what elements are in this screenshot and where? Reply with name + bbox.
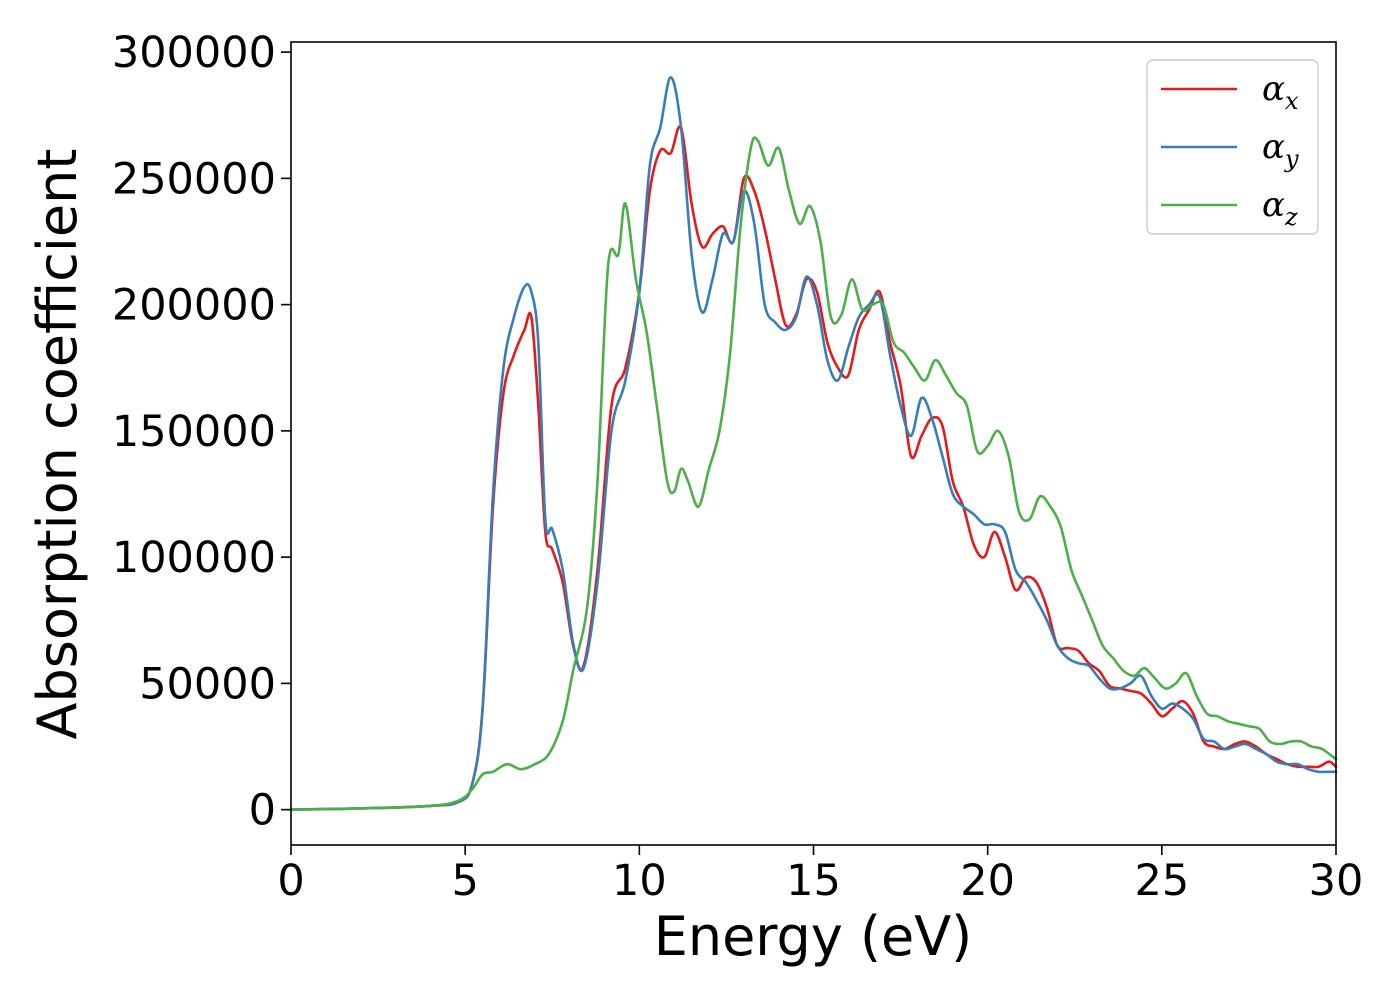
y-tick-label: 0 bbox=[249, 786, 276, 836]
x-tick-label: 30 bbox=[1309, 856, 1364, 906]
plot-series bbox=[289, 76, 1338, 811]
y-tick-label: 300000 bbox=[112, 28, 276, 78]
x-tick-label: 20 bbox=[960, 856, 1015, 906]
x-tick-label: 10 bbox=[612, 856, 667, 906]
series-line-x bbox=[289, 125, 1338, 811]
y-axis: 0 50000 100000 150000 200000 250000 300000 bbox=[112, 28, 291, 836]
x-axis: 0 5 10 15 20 25 30 bbox=[277, 845, 1363, 906]
y-tick-label: 250000 bbox=[112, 154, 276, 204]
legend-label-z: αz bbox=[1262, 185, 1298, 231]
x-tick-label: 25 bbox=[1134, 856, 1189, 906]
y-tick-label: 50000 bbox=[139, 659, 276, 709]
x-tick-label: 5 bbox=[451, 856, 478, 906]
x-tick-label: 15 bbox=[786, 856, 841, 906]
series-line-z bbox=[289, 136, 1338, 811]
x-axis-title: Energy (eV) bbox=[654, 905, 973, 968]
y-tick-label: 200000 bbox=[112, 281, 276, 331]
x-tick-label: 0 bbox=[277, 856, 304, 906]
y-axis-title: Absorption coefficient bbox=[26, 149, 89, 740]
y-tick-label: 100000 bbox=[112, 533, 276, 583]
y-tick-label: 150000 bbox=[112, 407, 276, 457]
